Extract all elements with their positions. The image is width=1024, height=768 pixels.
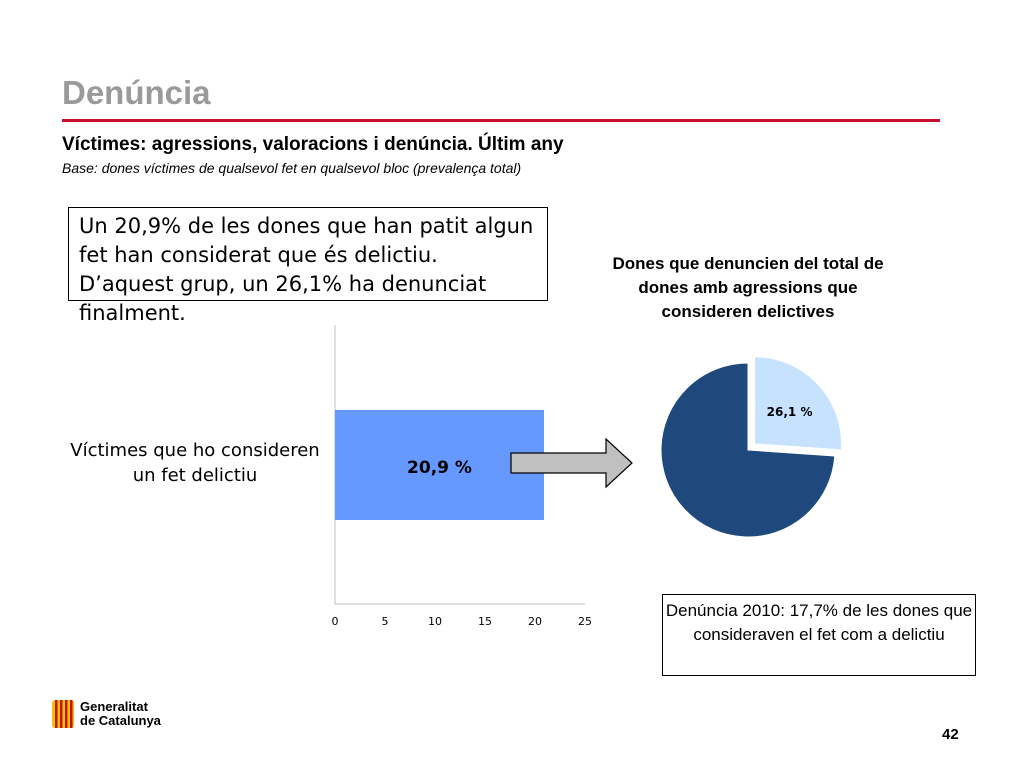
summary-callout: Un 20,9% de les dones que han patit algu… [68,207,548,325]
page-subtitle: Víctimes: agressions, valoracions i denú… [62,134,564,155]
title-divider [62,119,940,122]
bar-category-label: Víctimes que ho consideren un fet delict… [70,440,320,486]
page-title: Denúncia [62,74,211,111]
x-tick-label: 25 [578,615,592,628]
logo-text: Generalitat de Catalunya [80,700,161,728]
pie-chart: 26,1 % [660,356,843,538]
pie-slice [754,356,843,451]
pie-chart-title: Dones que denuncien del total de dones a… [612,254,884,321]
bar [335,410,544,520]
x-tick-label: 20 [528,615,542,628]
bar-chart: 20,9 % 0 5 10 15 20 25 [332,325,592,628]
right-arrow-icon [510,437,633,489]
page-number: 42 [942,726,959,743]
pie-data-label: 26,1 % [767,405,813,419]
logo-line-1: Generalitat [80,699,148,714]
comparison-note: Denúncia 2010: 17,7% de les dones que co… [662,594,976,676]
bar-data-label: 20,9 % [407,458,472,478]
pie-slice [660,362,836,538]
catalan-flag-icon [52,700,74,728]
x-tick-label: 5 [382,615,389,628]
generalitat-logo: Generalitat de Catalunya [52,700,161,728]
arrow-shape [510,437,633,489]
x-tick-label: 0 [332,615,339,628]
x-tick-label: 10 [428,615,442,628]
base-note: Base: dones víctimes de qualsevol fet en… [62,160,522,176]
logo-line-2: de Catalunya [80,713,161,728]
x-tick-label: 15 [478,615,492,628]
